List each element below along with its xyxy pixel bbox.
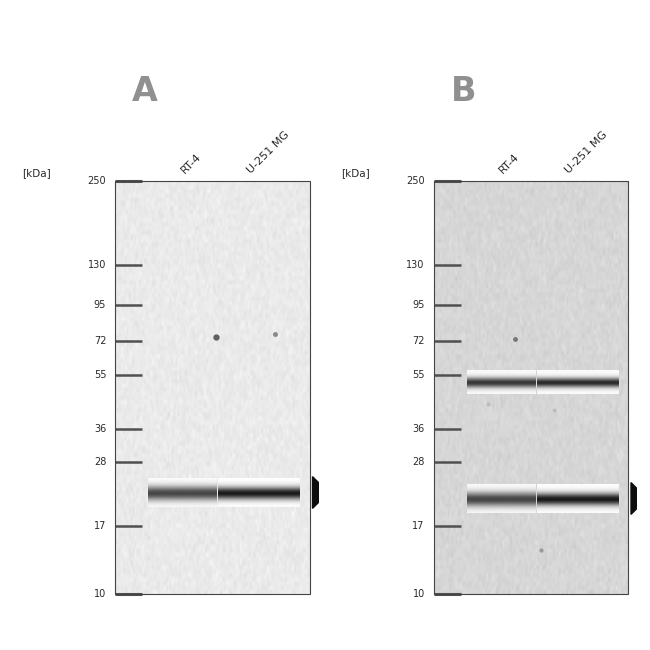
Text: 72: 72 bbox=[412, 335, 424, 346]
Text: 10: 10 bbox=[94, 589, 106, 599]
Text: 28: 28 bbox=[412, 456, 424, 467]
Text: 55: 55 bbox=[412, 370, 424, 380]
Text: 130: 130 bbox=[88, 260, 106, 270]
Text: [kDa]: [kDa] bbox=[341, 168, 370, 178]
Text: 55: 55 bbox=[94, 370, 106, 380]
Text: A: A bbox=[132, 75, 158, 108]
Text: 10: 10 bbox=[413, 589, 424, 599]
Text: 72: 72 bbox=[94, 335, 106, 346]
Text: 36: 36 bbox=[94, 424, 106, 434]
Text: 95: 95 bbox=[412, 300, 424, 310]
Text: RT-4: RT-4 bbox=[179, 151, 203, 175]
Bar bbox=[115, 181, 309, 593]
Bar bbox=[434, 181, 628, 593]
Text: 95: 95 bbox=[94, 300, 106, 310]
Text: [kDa]: [kDa] bbox=[23, 168, 51, 178]
Text: 250: 250 bbox=[406, 176, 424, 186]
Text: B: B bbox=[451, 75, 476, 108]
Polygon shape bbox=[631, 482, 647, 514]
Text: 250: 250 bbox=[88, 176, 106, 186]
Text: 36: 36 bbox=[413, 424, 424, 434]
Text: 28: 28 bbox=[94, 456, 106, 467]
Polygon shape bbox=[313, 476, 328, 508]
Text: RT-4: RT-4 bbox=[497, 151, 521, 175]
Text: U-251 MG: U-251 MG bbox=[564, 129, 610, 175]
Text: 17: 17 bbox=[412, 521, 424, 530]
Text: U-251 MG: U-251 MG bbox=[245, 129, 291, 175]
Text: 130: 130 bbox=[406, 260, 424, 270]
Text: 17: 17 bbox=[94, 521, 106, 530]
